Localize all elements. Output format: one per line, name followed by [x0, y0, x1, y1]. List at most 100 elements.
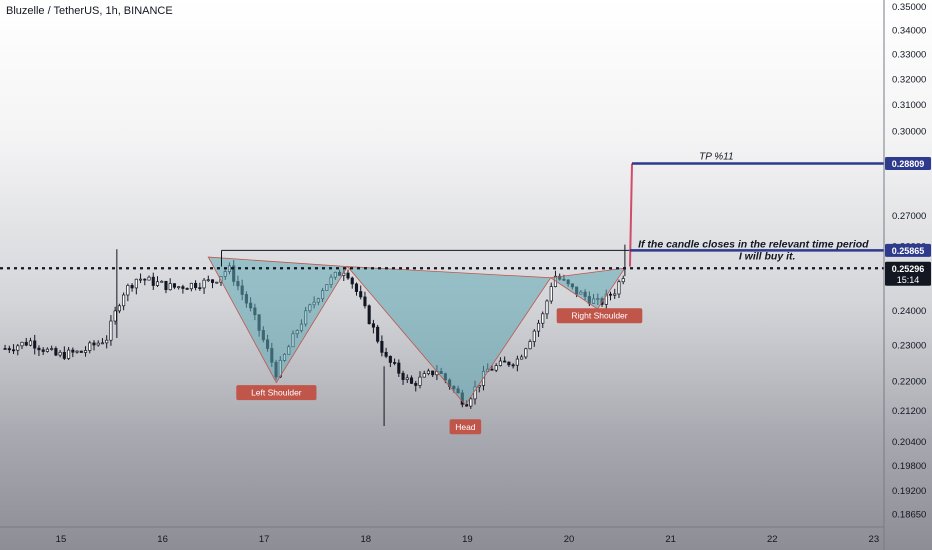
- x-tick-label: 21: [665, 534, 676, 545]
- candle-body: [409, 377, 414, 384]
- price-tag-2-text: 0.25296: [892, 264, 925, 274]
- y-tick-label: 0.27000: [892, 211, 926, 222]
- y-tick-label: 0.33000: [892, 50, 926, 61]
- candle-body: [397, 362, 401, 374]
- candle-body: [388, 355, 392, 363]
- candle-body: [490, 368, 494, 371]
- x-tick-label: 22: [767, 534, 778, 545]
- candle-body: [172, 283, 176, 288]
- candle-body: [202, 279, 206, 289]
- x-tick-label: 20: [564, 534, 575, 545]
- candle-body: [28, 340, 33, 346]
- candle-body: [62, 351, 66, 359]
- candle-body: [520, 356, 524, 360]
- candle-body: [33, 340, 37, 349]
- candle-body: [494, 365, 498, 371]
- price-tag-1-bg: [885, 243, 931, 257]
- x-tick-label: 18: [361, 534, 372, 545]
- candle-body: [189, 282, 193, 290]
- candle-body: [431, 370, 435, 376]
- candle-body: [20, 341, 24, 347]
- candle-body: [122, 294, 126, 307]
- y-tick-label: 0.30000: [892, 126, 926, 137]
- candle-body: [371, 323, 375, 328]
- candle-body: [92, 342, 96, 346]
- price-tag-2-countdown: 15:14: [897, 275, 920, 285]
- price-tag-0-bg: [885, 156, 931, 170]
- left-shoulder-label: Left Shoulder: [236, 385, 317, 401]
- candle-body: [194, 282, 198, 288]
- candle-body: [164, 280, 168, 291]
- candle-body: [11, 349, 16, 352]
- head-shape: [346, 266, 552, 406]
- candle-body: [503, 360, 507, 363]
- x-tick-label: 19: [462, 534, 473, 545]
- candle-body: [401, 372, 405, 380]
- candle-body: [617, 281, 621, 295]
- candle-body: [83, 350, 88, 353]
- price-tag-0: 0.28809: [885, 156, 931, 170]
- left-shoulder-label-bg: [236, 385, 317, 401]
- y-tick-label: 0.31000: [892, 100, 926, 111]
- candle-body: [54, 348, 58, 356]
- candle-body: [50, 348, 54, 350]
- right-shoulder-label-bg: [556, 308, 643, 324]
- candle-body: [58, 351, 62, 356]
- candle-body: [198, 287, 202, 289]
- candle-body: [613, 293, 617, 296]
- left-shoulder-shape: [207, 256, 349, 384]
- candle-body: [380, 340, 384, 353]
- candle-body: [507, 361, 511, 366]
- candle-body: [117, 305, 121, 312]
- candle-body: [151, 276, 155, 286]
- candle-body: [414, 383, 418, 386]
- right-shoulder-label-text: Right Shoulder: [571, 311, 627, 321]
- candle-body: [359, 291, 363, 298]
- candle-body: [143, 278, 147, 281]
- candle-body: [384, 352, 388, 357]
- candle-body: [45, 348, 49, 352]
- candle-body: [393, 362, 397, 364]
- candle-body: [147, 276, 151, 281]
- candle-body: [549, 286, 553, 302]
- candle-body: [67, 349, 71, 359]
- candle-body: [363, 296, 367, 307]
- candle-body: [498, 360, 502, 366]
- y-tick-label: 0.19200: [892, 486, 926, 497]
- candle-body: [621, 278, 625, 283]
- left-shoulder-label-text: Left Shoulder: [251, 388, 302, 398]
- candle-body: [96, 342, 100, 346]
- candle-body: [105, 339, 109, 344]
- price-tag-0-text: 0.28809: [892, 159, 925, 169]
- candle-body: [528, 341, 532, 350]
- candle-body: [126, 285, 130, 296]
- candle-body: [113, 310, 117, 322]
- candle-body: [405, 377, 409, 380]
- candle-body: [16, 345, 20, 351]
- candle-body: [185, 288, 189, 290]
- candle-body: [608, 293, 613, 296]
- candle-body: [350, 277, 354, 285]
- candle-body: [109, 320, 113, 341]
- candle-body: [532, 330, 536, 342]
- candle-body: [75, 350, 79, 353]
- candle-body: [3, 348, 7, 350]
- head-label: Head: [449, 419, 482, 435]
- candle-body: [354, 283, 359, 292]
- y-tick-label: 0.21200: [892, 406, 926, 417]
- candle-body: [160, 280, 164, 283]
- y-tick-label: 0.24000: [892, 306, 926, 317]
- candle-body: [524, 348, 528, 358]
- note-line-2: I will buy it.: [739, 250, 796, 262]
- head-label-text: Head: [455, 422, 476, 432]
- note-line-1: If the candle closes in the relevant tim…: [638, 238, 869, 250]
- candle-body: [168, 283, 172, 291]
- candle-body: [71, 349, 75, 353]
- candle-body: [367, 305, 371, 325]
- price-tag-1: 0.25865: [885, 243, 931, 257]
- candle-body: [206, 279, 210, 282]
- y-tick-label: 0.32000: [892, 74, 926, 85]
